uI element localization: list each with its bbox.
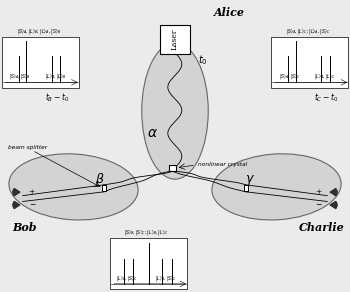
- Text: $t_B - t_0$: $t_B - t_0$: [45, 91, 69, 104]
- Text: $|L\rangle_B,|S\rangle_C$: $|L\rangle_B,|S\rangle_C$: [116, 274, 138, 283]
- Ellipse shape: [9, 154, 138, 220]
- Text: $\beta$: $\beta$: [95, 171, 105, 188]
- Text: Bob: Bob: [12, 222, 37, 233]
- Text: $t_C - t_0$: $t_C - t_0$: [314, 91, 339, 104]
- Wedge shape: [330, 188, 337, 196]
- Text: $|L\rangle_A,|L\rangle_C$: $|L\rangle_A,|L\rangle_C$: [314, 72, 336, 81]
- Bar: [169, 165, 176, 171]
- Text: +: +: [315, 188, 321, 196]
- Ellipse shape: [142, 43, 208, 179]
- Text: beam splitter: beam splitter: [8, 145, 47, 150]
- Text: $\alpha$: $\alpha$: [147, 126, 158, 140]
- Text: +: +: [29, 188, 35, 196]
- Text: nonlinear crystal: nonlinear crystal: [198, 162, 247, 168]
- Text: $|S\rangle_A,|L\rangle_B;|L\rangle_A,|S\rangle_B$: $|S\rangle_A,|L\rangle_B;|L\rangle_A,|S\…: [17, 27, 61, 36]
- FancyBboxPatch shape: [160, 25, 190, 54]
- Wedge shape: [330, 201, 337, 209]
- Bar: [271, 36, 348, 88]
- Bar: [110, 238, 187, 289]
- Text: $|S\rangle_A,|S\rangle_B$: $|S\rangle_A,|S\rangle_B$: [9, 72, 31, 81]
- Text: Laser: Laser: [171, 29, 179, 50]
- Text: $\gamma$: $\gamma$: [245, 173, 255, 187]
- Text: $|L\rangle_A,|L\rangle_B$: $|L\rangle_A,|L\rangle_B$: [45, 72, 66, 81]
- Text: $t_0$: $t_0$: [198, 53, 208, 67]
- Bar: [244, 185, 248, 191]
- Wedge shape: [13, 188, 20, 196]
- Wedge shape: [13, 201, 20, 209]
- Text: −: −: [315, 201, 321, 209]
- Text: $|L\rangle_B,|S\rangle_C$: $|L\rangle_B,|S\rangle_C$: [155, 274, 177, 283]
- Text: $|S\rangle_A,|L\rangle_C;|L\rangle_A,|S\rangle_C$: $|S\rangle_A,|L\rangle_C;|L\rangle_A,|S\…: [286, 27, 330, 36]
- Text: −: −: [29, 201, 35, 209]
- Bar: [102, 185, 106, 191]
- Text: Alice: Alice: [214, 7, 245, 18]
- Text: $|S\rangle_B,|S\rangle_C;|L\rangle_B,|L\rangle_C$: $|S\rangle_B,|S\rangle_C;|L\rangle_B,|L\…: [124, 228, 169, 237]
- Text: $|S\rangle_A,|S\rangle_C$: $|S\rangle_A,|S\rangle_C$: [279, 72, 301, 81]
- Ellipse shape: [212, 154, 341, 220]
- Text: Charlie: Charlie: [299, 222, 345, 233]
- Bar: [2, 36, 79, 88]
